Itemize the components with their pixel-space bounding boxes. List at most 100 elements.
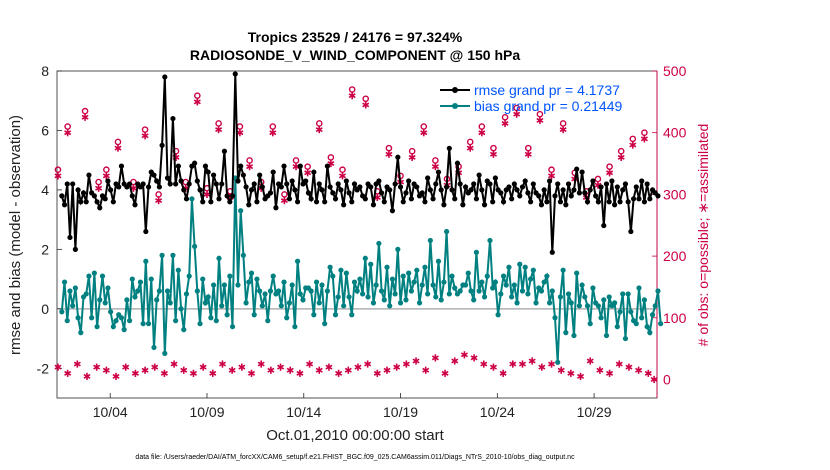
obs-assimilated-stroke	[596, 367, 604, 373]
obs-assimilated-stroke	[280, 198, 288, 204]
obs-assimilated-low-marker	[209, 369, 217, 377]
obs-assimilated-marker	[193, 98, 201, 106]
rmse-point	[487, 181, 493, 187]
rmse-point	[368, 184, 374, 190]
bias-point	[202, 300, 209, 306]
bias-point	[175, 267, 181, 273]
obs-assimilated-low-marker	[441, 369, 449, 377]
bias-point	[435, 258, 442, 264]
obs-assimilated-low-marker	[480, 360, 488, 368]
bias-line	[60, 177, 662, 363]
bias-point	[503, 282, 509, 288]
bias-point	[151, 344, 157, 351]
bias-point	[628, 309, 634, 315]
rmse-point	[378, 190, 385, 196]
bias-point	[590, 285, 596, 291]
y-tick-label-left: 2	[41, 241, 49, 257]
obs-assimilated-stroke	[547, 173, 556, 179]
rmse-point	[238, 163, 244, 169]
obs-assimilated-low-marker	[315, 366, 323, 374]
bias-point	[370, 300, 377, 306]
rmse-point	[183, 196, 190, 202]
obs-assimilated-low-marker	[644, 369, 652, 377]
rmse-point	[59, 193, 65, 199]
rmse-point	[430, 196, 436, 202]
rmse-point	[435, 169, 442, 175]
rmse-point	[555, 181, 561, 187]
rmse-point	[132, 202, 138, 208]
obs-assimilated-stroke	[489, 151, 497, 157]
rmse-point	[587, 187, 593, 193]
obs-assimilated-low-marker	[615, 360, 623, 368]
rmse-point	[94, 199, 100, 205]
y-tick-label-left: 0	[41, 301, 49, 317]
obs-assimilated-low-marker	[354, 363, 362, 371]
rmse-point	[343, 178, 349, 184]
rmse-point	[192, 160, 198, 166]
bias-point	[216, 255, 222, 261]
rmse-point	[422, 199, 428, 205]
bias-point	[444, 228, 450, 235]
bias-point	[441, 279, 447, 285]
rmse-point	[324, 163, 330, 169]
rmse-point	[327, 184, 333, 190]
obs-assimilated-stroke	[536, 117, 544, 123]
bias-point	[270, 273, 276, 279]
obs-assimilated-stroke	[518, 361, 527, 367]
rmse-point	[221, 148, 228, 154]
rmse-point	[246, 202, 252, 208]
obs-assimilated-marker	[269, 129, 277, 137]
obs-assimilated-marker	[348, 92, 356, 100]
bias-point	[178, 306, 184, 312]
bias-point	[332, 312, 339, 318]
rmse-point	[316, 181, 322, 187]
obs-assimilated-low-marker	[557, 366, 565, 374]
rmse-point	[159, 142, 165, 148]
rmse-point	[297, 163, 303, 169]
bias-point	[641, 297, 648, 303]
obs-assimilated-marker	[629, 141, 637, 149]
bias-point	[582, 294, 588, 300]
rmse-point	[162, 74, 168, 80]
obs-assimilated-marker	[338, 172, 347, 180]
bias-point	[227, 273, 233, 279]
obs-assimilated-stroke	[513, 111, 521, 117]
obs-assimilated-low-marker	[112, 372, 120, 381]
obs-assimilated-low-marker	[54, 363, 62, 371]
rmse-point	[490, 199, 496, 205]
obs-assimilated-low-marker	[364, 360, 372, 368]
y-tick-label-left: 4	[41, 182, 49, 198]
y-tick-label-left: 8	[41, 63, 49, 79]
rmse-point	[454, 160, 461, 166]
bias-point	[538, 288, 545, 294]
bias-point	[324, 288, 330, 294]
bias-point	[259, 303, 265, 309]
obs-assimilated-marker	[466, 144, 474, 152]
rmse-point	[91, 193, 97, 199]
rmse-point	[151, 172, 157, 178]
bias-point	[192, 243, 198, 249]
rmse-point	[419, 190, 425, 196]
obs-assimilated-marker	[155, 196, 163, 205]
bias-point	[189, 196, 195, 202]
obs-assimilated-low-marker	[180, 366, 188, 374]
rmse-point	[633, 184, 639, 190]
rmse-point	[522, 178, 528, 184]
rmse-point	[224, 193, 230, 199]
rmse-point	[500, 199, 507, 205]
bias-point	[546, 300, 553, 306]
obs-assimilated-marker	[385, 150, 393, 158]
rmse-point	[294, 199, 301, 205]
bias-point	[229, 324, 236, 330]
x-tick-label: 10/19	[383, 404, 418, 420]
bias-point	[601, 297, 607, 303]
rmse-point	[476, 172, 482, 178]
rmse-point	[78, 199, 84, 205]
obs-assimilated-marker	[501, 119, 509, 128]
rmse-point	[395, 154, 401, 160]
obs-assimilated-stroke	[296, 370, 304, 376]
rmse-point	[205, 169, 211, 175]
obs-assimilated-stroke	[528, 358, 536, 364]
bias-point	[205, 294, 211, 300]
bias-point	[387, 303, 393, 309]
